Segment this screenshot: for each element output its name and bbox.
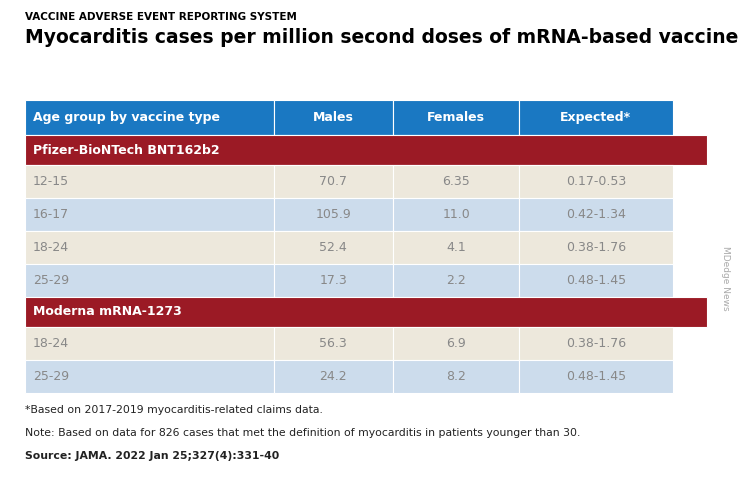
Text: Males: Males (312, 111, 353, 124)
Text: 2.2: 2.2 (446, 274, 466, 287)
FancyBboxPatch shape (393, 264, 519, 297)
Text: 18-24: 18-24 (33, 337, 69, 350)
FancyBboxPatch shape (274, 327, 393, 360)
Text: 6.35: 6.35 (442, 175, 470, 188)
Text: Moderna mRNA-1273: Moderna mRNA-1273 (33, 305, 182, 319)
FancyBboxPatch shape (274, 360, 393, 393)
Text: 8.2: 8.2 (446, 370, 466, 383)
Text: 0.48-1.45: 0.48-1.45 (566, 370, 626, 383)
FancyBboxPatch shape (519, 100, 673, 135)
Text: Females: Females (427, 111, 485, 124)
FancyBboxPatch shape (519, 264, 673, 297)
FancyBboxPatch shape (519, 198, 673, 231)
Text: Source: JAMA. 2022 Jan 25;327(4):331-40: Source: JAMA. 2022 Jan 25;327(4):331-40 (25, 451, 279, 461)
Text: 0.48-1.45: 0.48-1.45 (566, 274, 626, 287)
FancyBboxPatch shape (25, 198, 274, 231)
FancyBboxPatch shape (25, 231, 274, 264)
FancyBboxPatch shape (25, 297, 707, 327)
FancyBboxPatch shape (393, 327, 519, 360)
FancyBboxPatch shape (393, 100, 519, 135)
FancyBboxPatch shape (393, 231, 519, 264)
FancyBboxPatch shape (25, 360, 274, 393)
FancyBboxPatch shape (519, 327, 673, 360)
Text: 24.2: 24.2 (319, 370, 347, 383)
Text: Age group by vaccine type: Age group by vaccine type (33, 111, 219, 124)
Text: 12-15: 12-15 (33, 175, 69, 188)
Text: Myocarditis cases per million second doses of mRNA-based vaccine: Myocarditis cases per million second dos… (25, 28, 738, 47)
FancyBboxPatch shape (25, 165, 274, 198)
FancyBboxPatch shape (393, 198, 519, 231)
Text: 0.42-1.34: 0.42-1.34 (566, 208, 626, 221)
Text: 25-29: 25-29 (33, 370, 69, 383)
FancyBboxPatch shape (519, 231, 673, 264)
FancyBboxPatch shape (274, 231, 393, 264)
Text: 56.3: 56.3 (319, 337, 347, 350)
Text: 25-29: 25-29 (33, 274, 69, 287)
Text: 52.4: 52.4 (319, 241, 347, 254)
Text: Note: Based on data for 826 cases that met the definition of myocarditis in pati: Note: Based on data for 826 cases that m… (25, 428, 580, 438)
FancyBboxPatch shape (393, 165, 519, 198)
Text: 0.38-1.76: 0.38-1.76 (566, 241, 626, 254)
Text: 6.9: 6.9 (446, 337, 466, 350)
Text: 105.9: 105.9 (315, 208, 351, 221)
Text: 0.17-0.53: 0.17-0.53 (565, 175, 626, 188)
Text: Expected*: Expected* (560, 111, 632, 124)
Text: 11.0: 11.0 (442, 208, 470, 221)
FancyBboxPatch shape (25, 135, 707, 165)
FancyBboxPatch shape (25, 100, 274, 135)
Text: 0.38-1.76: 0.38-1.76 (566, 337, 626, 350)
FancyBboxPatch shape (274, 165, 393, 198)
FancyBboxPatch shape (519, 165, 673, 198)
Text: MDedge News: MDedge News (721, 246, 730, 311)
FancyBboxPatch shape (25, 327, 274, 360)
FancyBboxPatch shape (274, 198, 393, 231)
Text: VACCINE ADVERSE EVENT REPORTING SYSTEM: VACCINE ADVERSE EVENT REPORTING SYSTEM (25, 12, 296, 23)
FancyBboxPatch shape (274, 100, 393, 135)
FancyBboxPatch shape (274, 264, 393, 297)
Text: 18-24: 18-24 (33, 241, 69, 254)
FancyBboxPatch shape (393, 360, 519, 393)
FancyBboxPatch shape (519, 360, 673, 393)
Text: 70.7: 70.7 (319, 175, 347, 188)
Text: 17.3: 17.3 (319, 274, 347, 287)
Text: Pfizer-BioNTech BNT162b2: Pfizer-BioNTech BNT162b2 (33, 144, 219, 156)
Text: *Based on 2017-2019 myocarditis-related claims data.: *Based on 2017-2019 myocarditis-related … (25, 405, 322, 415)
Text: 4.1: 4.1 (446, 241, 466, 254)
FancyBboxPatch shape (25, 264, 274, 297)
Text: 16-17: 16-17 (33, 208, 69, 221)
